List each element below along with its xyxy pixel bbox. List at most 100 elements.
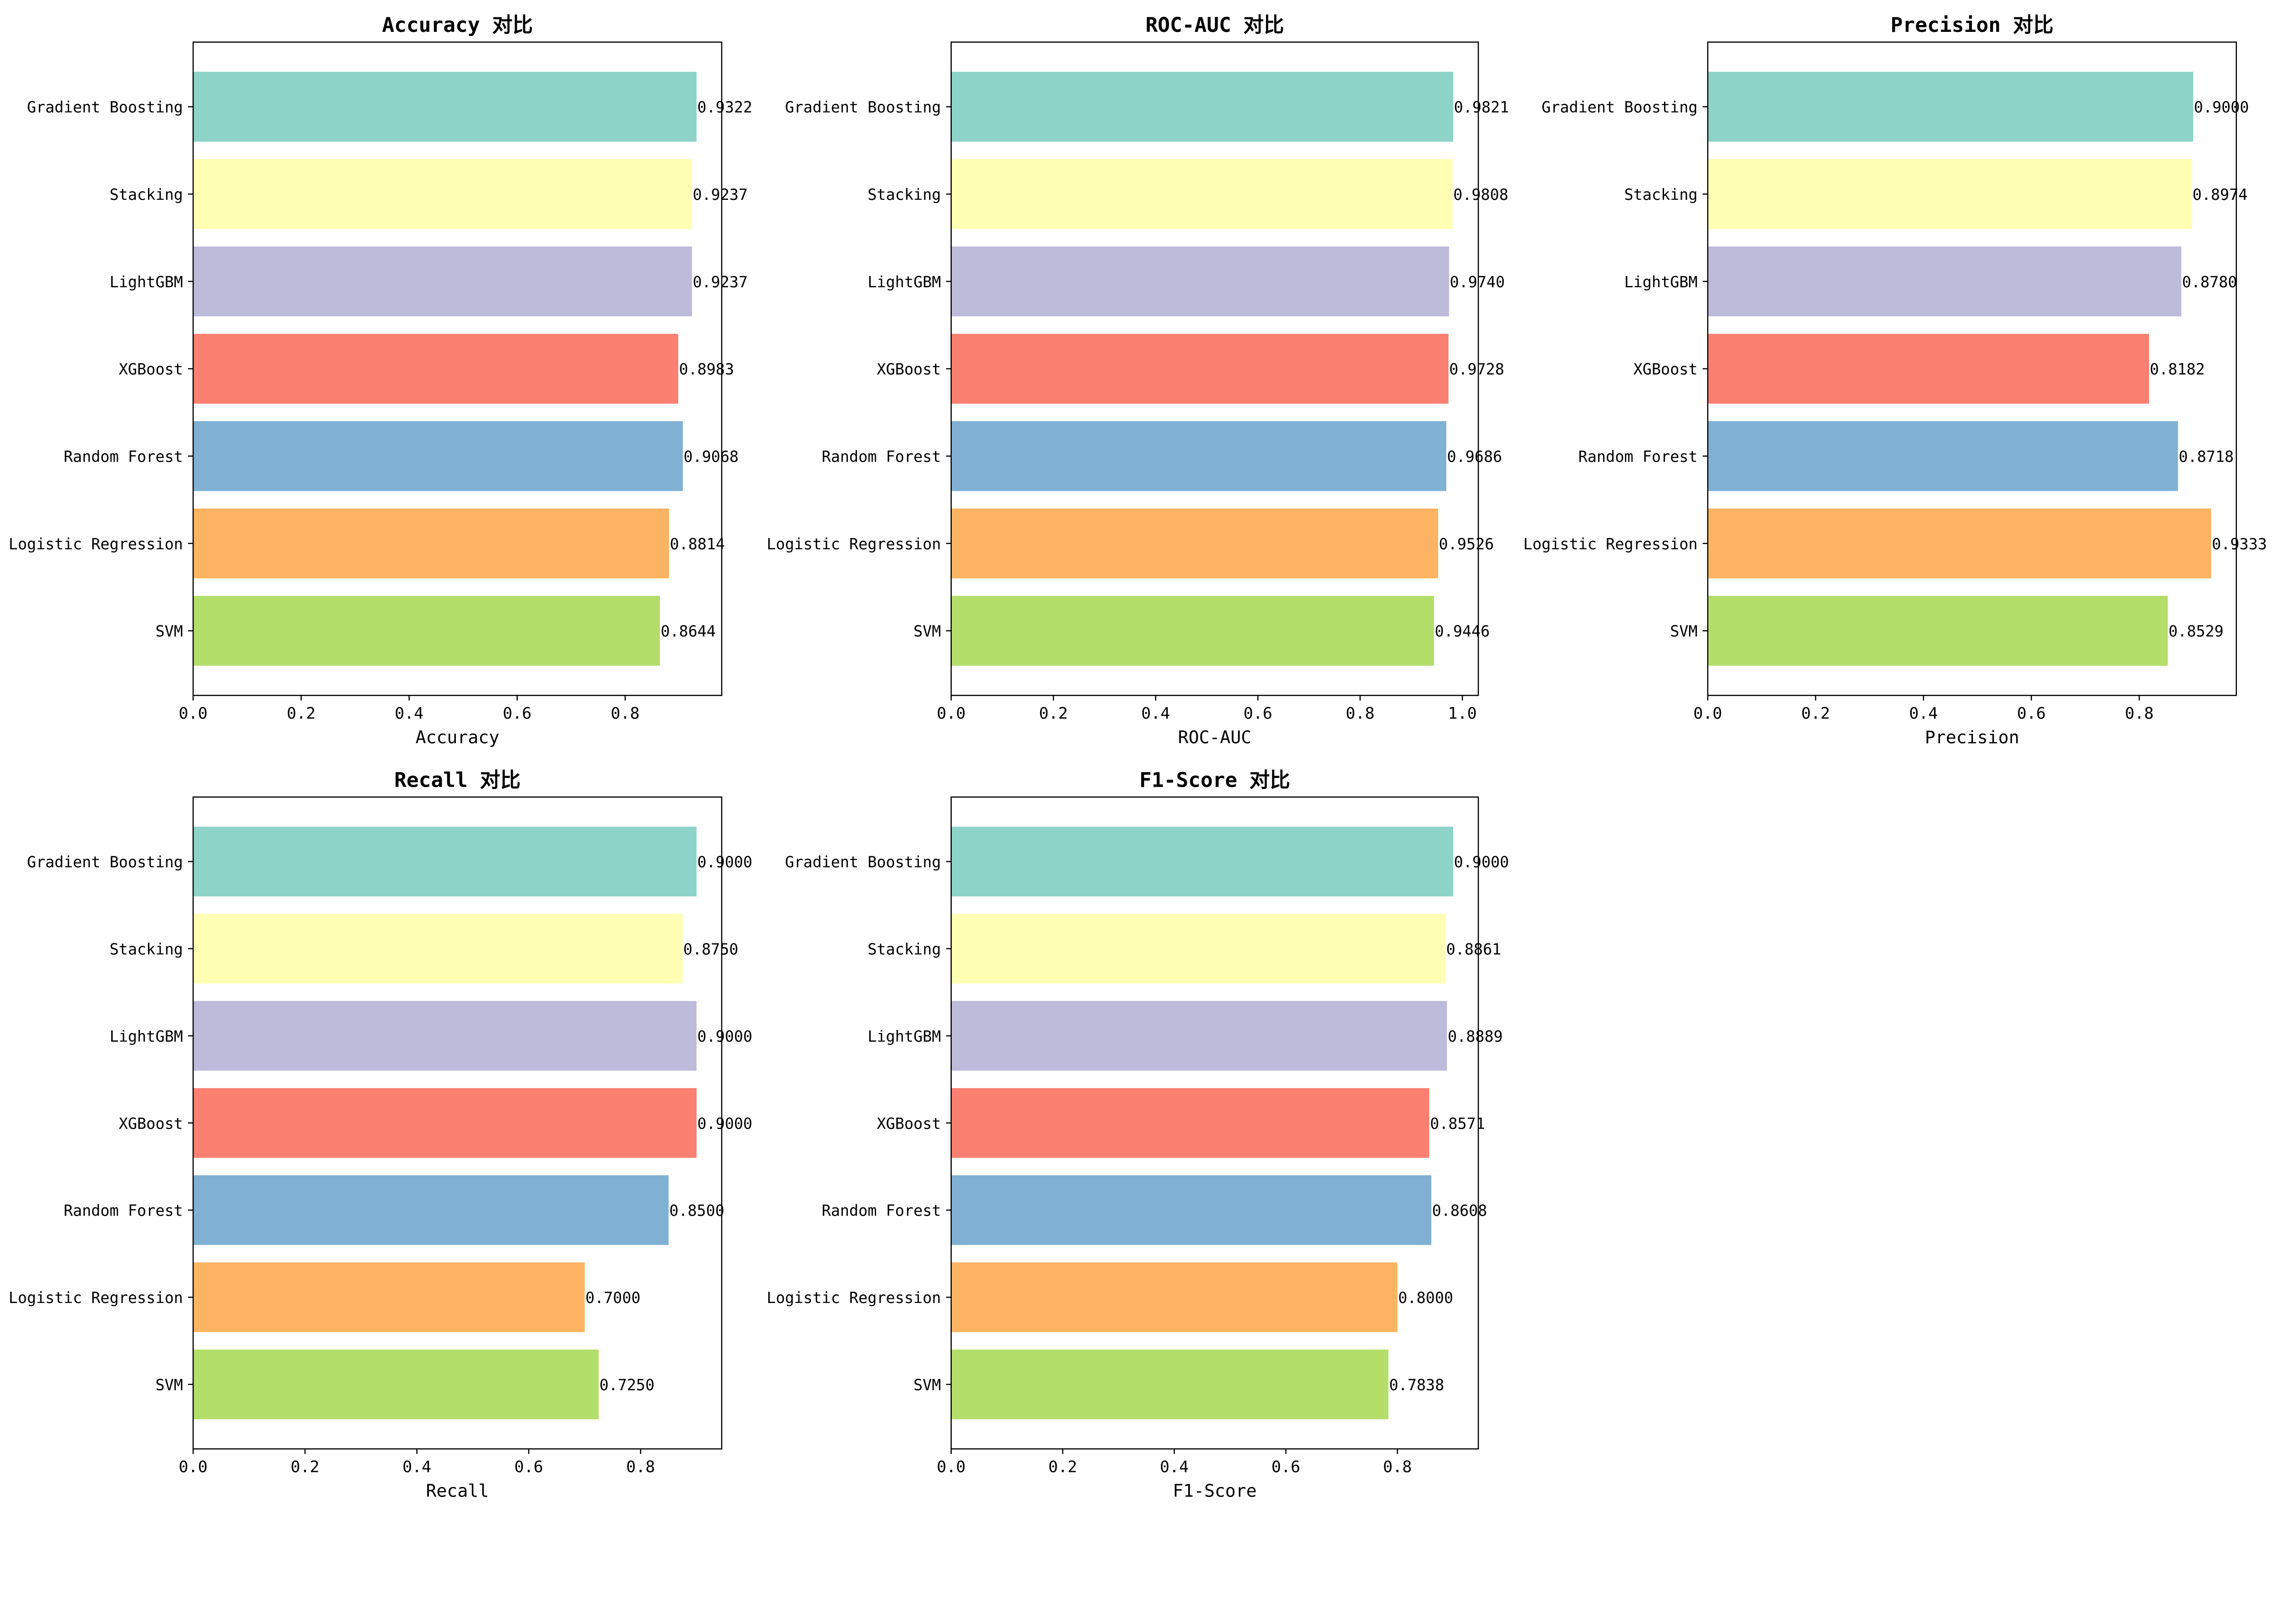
x-axis-label: Accuracy [415, 728, 499, 748]
x-tick-label: 0.0 [937, 704, 965, 723]
bar-lightgbm [951, 1001, 1447, 1071]
x-tick-label: 0.4 [1141, 704, 1170, 723]
x-tick-label: 0.6 [1271, 1457, 1300, 1476]
y-tick-label: Random Forest [64, 1202, 183, 1220]
axes-frame [1707, 41, 2237, 696]
bar-svm [951, 596, 1434, 666]
bar-svm [951, 1349, 1389, 1420]
x-tick-label: 0.2 [1048, 1457, 1077, 1476]
value-label: 0.8780 [2182, 273, 2237, 291]
value-label: 0.9821 [1454, 98, 1509, 116]
value-label: 0.9000 [2194, 98, 2249, 116]
value-label: 0.9526 [1439, 535, 1494, 553]
bar-logistic-regression [193, 1262, 585, 1332]
y-tick-label: Stacking [868, 940, 941, 958]
value-label: 0.9000 [697, 1028, 752, 1045]
axes-frame [950, 796, 1479, 1450]
bar-svm [193, 1349, 599, 1420]
y-tick-label: Logistic Regression [9, 1289, 183, 1307]
x-tick-label: 1.0 [1448, 704, 1476, 723]
bar-svm [1707, 596, 2168, 666]
bar-lightgbm [193, 246, 692, 316]
value-label: 0.9686 [1447, 448, 1502, 466]
value-label: 0.8983 [679, 361, 734, 378]
value-label: 0.8718 [2179, 448, 2234, 466]
subplot-recall: 0.9000 Gradient Boosting 0.8750 Stacking 0.9… [9, 768, 752, 1501]
value-label: 0.8500 [669, 1202, 725, 1220]
bar-logistic-regression [193, 508, 669, 579]
bar-stacking [193, 159, 692, 229]
chart-title: ROC-AUC 对比 [1145, 13, 1284, 37]
subplot-accuracy: 0.9322 Gradient Boosting 0.9237 Stacking 0.9… [9, 13, 752, 748]
bar-xgboost [1707, 334, 2149, 404]
y-tick-label: Random Forest [64, 448, 183, 466]
value-label: 0.7250 [599, 1376, 654, 1394]
value-label: 0.8750 [683, 940, 738, 958]
value-label: 0.8889 [1448, 1028, 1503, 1045]
value-label: 0.9000 [697, 853, 752, 871]
y-tick-label: Logistic Regression [1523, 535, 1698, 553]
value-label: 0.9333 [2212, 535, 2267, 553]
y-tick-label: LightGBM [868, 273, 941, 291]
y-tick-label: Random Forest [822, 448, 941, 466]
axes-frame [192, 41, 723, 696]
bar-stacking [1707, 159, 2192, 229]
value-label: 0.8974 [2192, 186, 2247, 204]
y-tick-label: SVM [914, 1376, 941, 1394]
y-tick-label: XGBoost [877, 1115, 941, 1132]
bar-stacking [193, 914, 683, 984]
y-tick-label: Random Forest [1578, 448, 1698, 466]
y-tick-label: Stacking [1624, 186, 1697, 204]
bar-xgboost [951, 334, 1449, 404]
bar-gradient-boosting [951, 826, 1454, 896]
bar-gradient-boosting [1707, 71, 2193, 142]
x-tick-label: 0.2 [1039, 704, 1067, 723]
y-tick-label: SVM [1670, 622, 1697, 640]
value-label: 0.8529 [2169, 622, 2224, 640]
value-label: 0.9740 [1450, 273, 1505, 291]
y-tick-label: XGBoost [877, 361, 941, 378]
value-label: 0.9000 [697, 1115, 752, 1132]
x-tick-label: 0.0 [179, 1457, 207, 1476]
value-label: 0.9728 [1449, 361, 1504, 378]
value-label: 0.9322 [697, 98, 752, 116]
y-tick-label: Gradient Boosting [27, 853, 183, 871]
value-label: 0.9446 [1435, 622, 1490, 640]
value-label: 0.8182 [2150, 361, 2205, 378]
x-axis-label: Recall [426, 1481, 489, 1502]
value-label: 0.9237 [693, 273, 748, 291]
x-tick-label: 0.0 [1693, 704, 1722, 723]
x-tick-label: 0.8 [626, 1457, 655, 1476]
x-tick-label: 0.8 [2125, 704, 2154, 723]
bar-logistic-regression [1707, 508, 2211, 579]
bar-logistic-regression [951, 508, 1438, 579]
bar-random-forest [193, 421, 683, 491]
x-tick-label: 0.8 [1346, 704, 1374, 723]
x-tick-label: 0.2 [287, 704, 316, 723]
bar-random-forest [1707, 421, 2178, 491]
y-tick-label: SVM [155, 622, 183, 640]
x-axis-label: ROC-AUC [1178, 728, 1251, 748]
subplot-roc-auc: 0.9821 Gradient Boosting 0.9808 Stacking 0.9… [766, 13, 1509, 748]
y-tick-label: Stacking [110, 186, 183, 204]
bar-random-forest [193, 1175, 669, 1245]
y-tick-label: XGBoost [119, 1115, 183, 1132]
x-tick-label: 0.0 [937, 1457, 965, 1476]
bar-svm [193, 596, 660, 666]
x-tick-label: 0.8 [1383, 1457, 1412, 1476]
value-label: 0.7000 [585, 1289, 640, 1307]
subplot-precision: 0.9000 Gradient Boosting 0.8974 Stacking 0.8… [1523, 13, 2267, 748]
bar-lightgbm [193, 1001, 697, 1071]
y-tick-label: LightGBM [110, 273, 183, 291]
value-label: 0.9000 [1454, 853, 1509, 871]
chart-title: Precision 对比 [1890, 13, 2053, 37]
y-tick-label: Stacking [110, 940, 183, 958]
value-label: 0.8000 [1398, 1289, 1453, 1307]
y-tick-label: XGBoost [119, 361, 183, 378]
value-label: 0.7838 [1389, 1376, 1444, 1394]
axes-frame [950, 41, 1479, 696]
y-tick-label: Gradient Boosting [785, 853, 941, 871]
subplot-f1-score: 0.9000 Gradient Boosting 0.8861 Stacking 0.8… [766, 768, 1509, 1501]
bar-gradient-boosting [951, 71, 1454, 142]
x-axis-label: F1-Score [1173, 1481, 1256, 1502]
